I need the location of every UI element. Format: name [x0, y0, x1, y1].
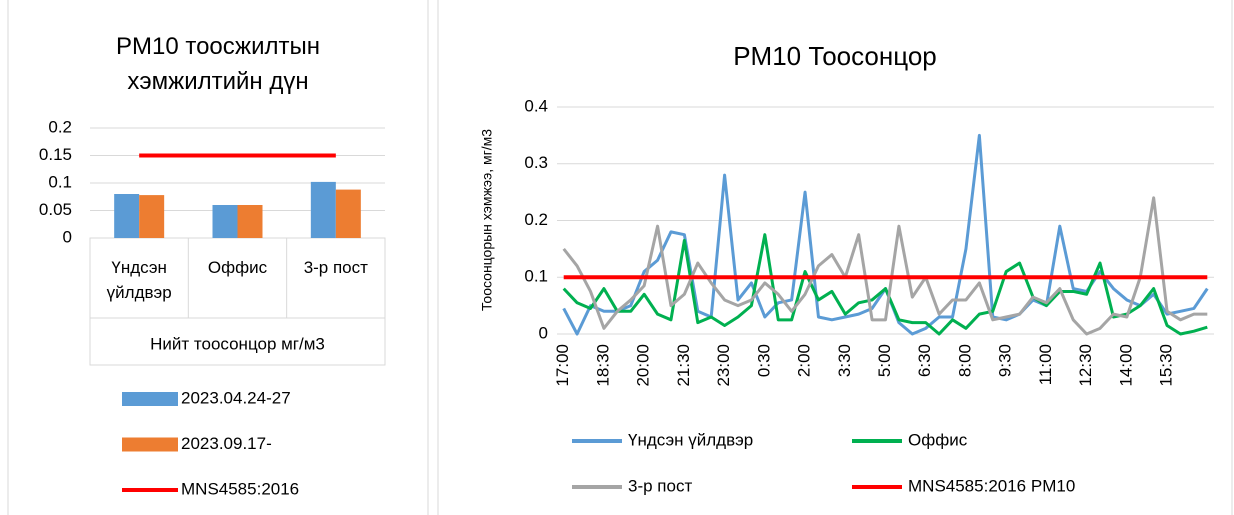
legend-label: MNS4585:2016: [181, 479, 299, 498]
y-tick-label: 0.05: [39, 200, 72, 219]
bar: [139, 195, 165, 238]
y-tick-label: 0.4: [524, 96, 548, 115]
x-tick-label: 3:30: [835, 344, 854, 377]
x-tick-label: 5:00: [875, 344, 894, 377]
x-tick-label: 18:30: [593, 344, 612, 387]
y-axis-label: Тоосонцорын хэмжээ, мг/м3: [479, 129, 495, 311]
y-tick-label: 0.1: [524, 267, 548, 286]
bar: [237, 205, 263, 238]
legend-swatch: [122, 392, 178, 406]
legend-label: MNS4585:2016 PM10: [908, 476, 1075, 495]
legend-label: 3-р пост: [628, 476, 692, 495]
x-tick-label: Оффис: [207, 258, 268, 277]
x-tick-label: 2:00: [795, 344, 814, 377]
x-tick-label: 9:30: [996, 344, 1015, 377]
chart-title: PM10 тоосжилтын хэмжилтийн дүн: [115, 33, 320, 95]
x-tick-label: 21:30: [674, 344, 693, 387]
x-tick-label: 11:00: [1036, 344, 1055, 385]
x-tick-label: 20:00: [634, 344, 653, 387]
series-line: [562, 233, 1208, 336]
x-axis-label: Нийт тоосонцор мг/м3: [150, 334, 325, 353]
legend-label: Оффис: [908, 430, 968, 449]
y-tick-label: 0.2: [524, 210, 548, 229]
x-tick-label-box: Үндсэн үйлдвэр: [106, 258, 172, 302]
x-tick-label: 12:30: [1076, 344, 1095, 387]
x-tick-label: 6:30: [915, 344, 934, 377]
x-tick-label: 3-р пост: [303, 258, 368, 277]
y-tick-label: 0.1: [48, 172, 72, 191]
x-tick-label: 17:00: [553, 344, 572, 387]
legend-label: 2023.04.24-27: [181, 388, 291, 407]
y-tick-label: 0.15: [39, 145, 72, 164]
x-tick-label: 23:00: [714, 344, 733, 387]
chart-title: PM10 Тоосонцор: [733, 41, 937, 71]
bar: [114, 194, 140, 238]
x-tick-label: Үндсэн үйлдвэр: [106, 258, 172, 302]
y-tick-label: 0: [539, 323, 548, 342]
series-line: [562, 196, 1208, 336]
x-tick-label-box: 3-р пост: [303, 258, 368, 277]
bar: [310, 181, 336, 238]
legend-label: 2023.09.17-: [181, 434, 272, 453]
x-tick-label-box: Оффис: [207, 258, 268, 277]
x-tick-label: 0:30: [754, 344, 773, 377]
x-tick-label: 8:00: [955, 344, 974, 377]
y-tick-label: 0: [63, 227, 72, 246]
bar: [335, 189, 361, 238]
y-tick-label: 0.3: [524, 153, 548, 172]
x-tick-label: 14:00: [1116, 344, 1135, 387]
bar: [212, 205, 238, 238]
legend-label: Үндсэн үйлдвэр: [628, 430, 753, 449]
legend-swatch: [122, 437, 178, 452]
x-tick-label: 15:30: [1157, 344, 1176, 387]
chart-title-box: PM10 тоосжилтын хэмжилтийн дүн: [115, 33, 320, 95]
y-tick-label: 0.2: [48, 117, 72, 136]
